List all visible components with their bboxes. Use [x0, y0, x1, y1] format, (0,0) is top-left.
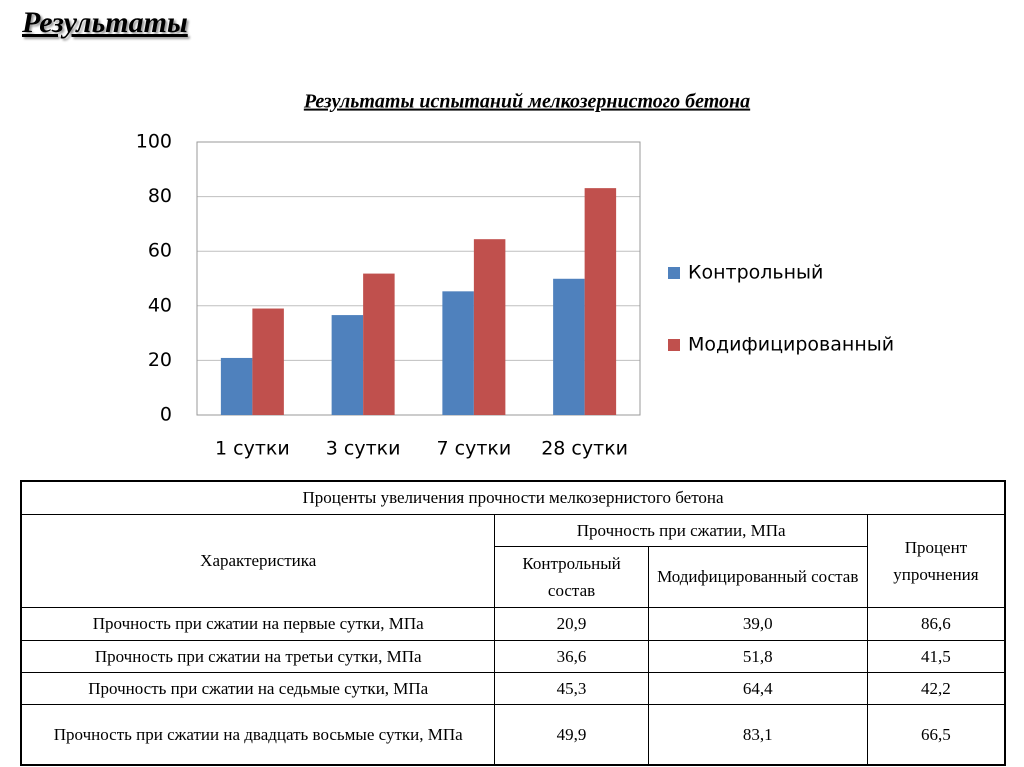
x-tick-label: 1 сутки [215, 438, 290, 460]
bar [331, 315, 364, 415]
y-tick-label: 60 [148, 240, 172, 262]
value-cell: 42,2 [866, 671, 1006, 705]
value-cell: 49,9 [494, 703, 649, 766]
value-cell: 64,4 [647, 671, 868, 705]
value-cell: 45,3 [494, 671, 649, 705]
header-cell: Контрольный состав [494, 545, 649, 608]
legend-swatch [668, 267, 680, 279]
chart-title: Результаты испытаний мелкозернистого бет… [303, 91, 750, 113]
x-tick-label: 7 сутки [437, 438, 512, 460]
row-label: Прочность при сжатии на третьи сутки, МП… [20, 639, 496, 673]
x-tick-label: 28 сутки [541, 438, 628, 460]
bar [584, 188, 617, 415]
data-table: Проценты увеличения прочности мелкозерни… [20, 480, 1006, 766]
value-cell: 41,5 [866, 639, 1006, 673]
table-row: Прочность при сжатии на первые сутки, МП… [20, 606, 1006, 641]
table-row: Прочность при сжатии на третьи сутки, МП… [20, 639, 1006, 673]
header-cell: Характеристика [20, 513, 496, 608]
bar [363, 273, 395, 415]
plot-frame [196, 141, 641, 416]
row-label: Прочность при сжатии на первые сутки, МП… [20, 606, 496, 641]
value-cell: 51,8 [647, 639, 868, 673]
header-cell: Процент упрочнения [866, 513, 1006, 608]
table-row: Прочность при сжатии на двадцать восьмые… [20, 703, 1006, 766]
bar [473, 239, 506, 415]
table-row: Прочность при сжатии на седьмые сутки, М… [20, 671, 1006, 705]
bar [252, 308, 284, 415]
value-cell: 83,1 [647, 703, 868, 766]
y-tick-label: 0 [160, 404, 172, 426]
bar [220, 357, 253, 415]
legend-swatch [668, 339, 680, 351]
value-cell: 36,6 [494, 639, 649, 673]
value-cell: 86,6 [866, 606, 1006, 641]
bar [553, 278, 585, 415]
value-cell: 66,5 [866, 703, 1006, 766]
y-tick-label: 20 [148, 349, 172, 371]
header-cell: Модифицированный состав [647, 545, 868, 608]
value-cell: 39,0 [647, 606, 868, 641]
y-tick-label: 40 [148, 294, 172, 316]
legend-label: Контрольный [688, 262, 823, 284]
x-tick-label: 3 сутки [326, 438, 401, 460]
slide-heading: Результаты [22, 6, 188, 39]
row-label: Прочность при сжатии на седьмые сутки, М… [20, 671, 496, 705]
bar [442, 291, 474, 415]
value-cell: 20,9 [494, 606, 649, 641]
y-tick-label: 80 [148, 185, 172, 207]
header-cell: Прочность при сжатии, МПа [494, 513, 868, 547]
y-tick-label: 100 [136, 131, 172, 153]
row-label: Прочность при сжатии на двадцать восьмые… [20, 703, 496, 766]
chart: Результаты испытаний мелкозернистого бет… [136, 91, 894, 460]
table-title: Проценты увеличения прочности мелкозерни… [20, 480, 1006, 515]
legend-label: Модифицированный [688, 334, 894, 356]
